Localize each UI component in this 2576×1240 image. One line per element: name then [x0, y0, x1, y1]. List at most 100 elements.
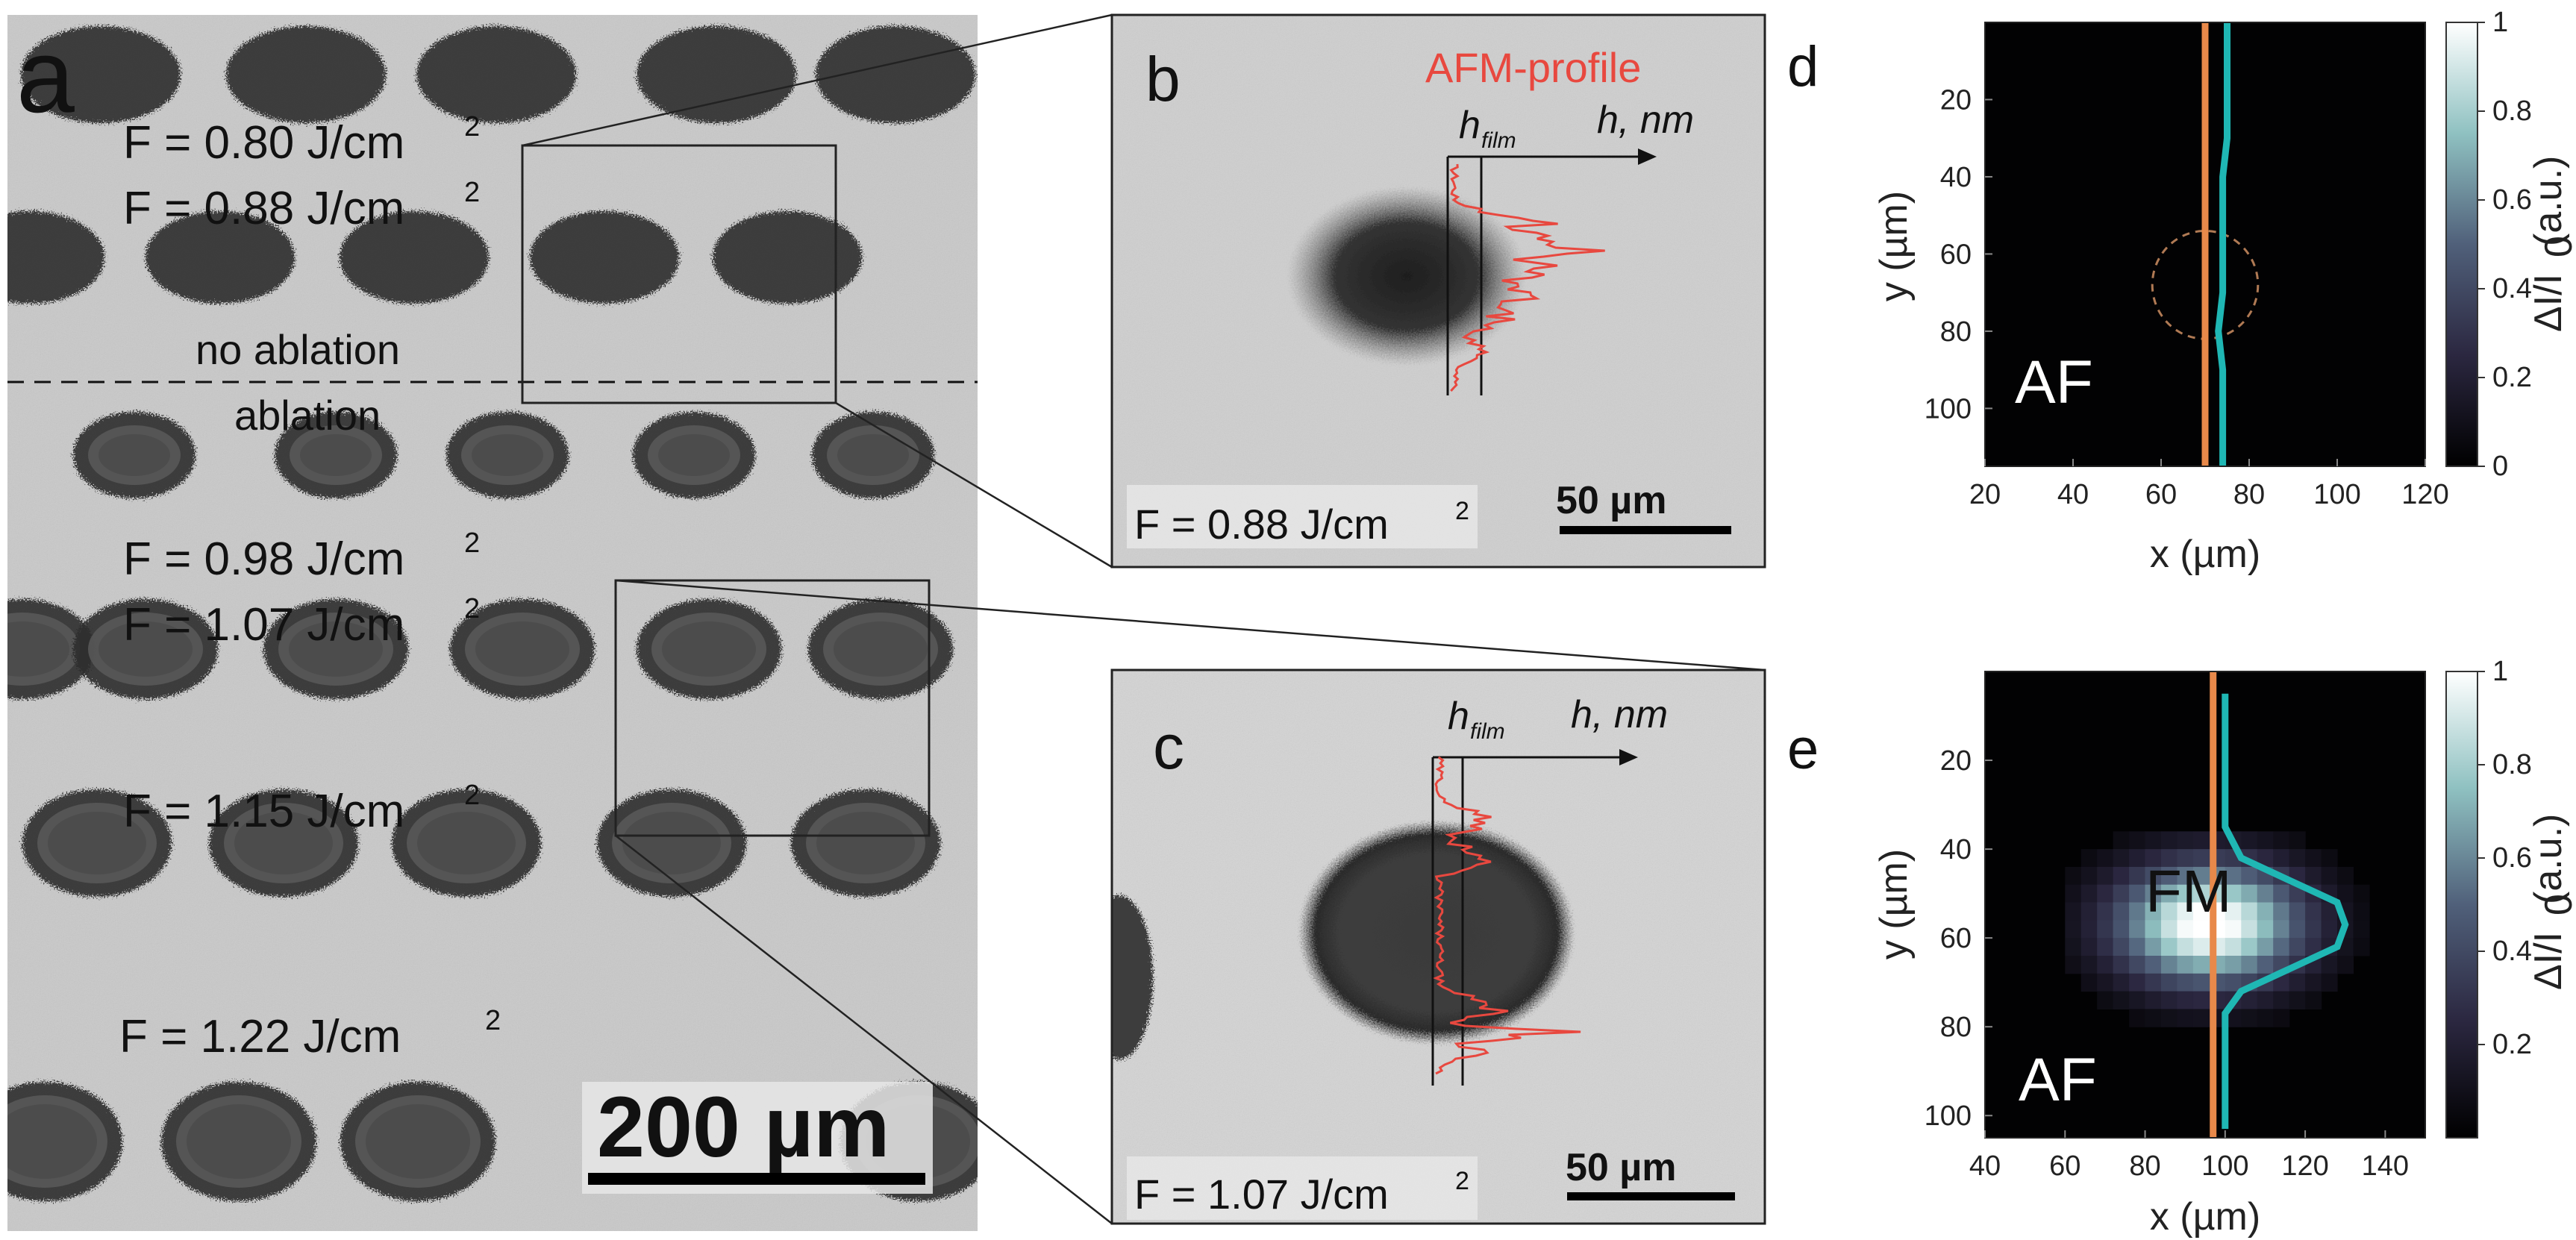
panel-e-ylabel: y (µm) [1872, 849, 1916, 959]
heatmap-cell [2273, 991, 2290, 1009]
heatmap-cell [2257, 956, 2274, 974]
heatmap-cell [2145, 973, 2162, 992]
panel-a-letter: a [16, 17, 75, 134]
panel-d-xlabel: x (µm) [2150, 533, 2260, 576]
ablation-spot [7, 599, 95, 699]
heatmap-cell [2145, 956, 2162, 974]
heatmap-cell [2161, 849, 2178, 868]
y-tick-label: 100 [1925, 1100, 1972, 1132]
fluence-label-5-text: F = 1.15 J/cm [123, 786, 404, 837]
heatmap-cell [2161, 973, 2178, 992]
heatmap-cell [2097, 849, 2114, 868]
x-tick-label: 60 [2145, 479, 2177, 510]
panel-e-cbar-label-sub: 0 [2537, 894, 2576, 915]
heatmap-cell [2273, 1009, 2290, 1027]
panel-c-axes [1431, 749, 1638, 1086]
heatmap-cell [2353, 884, 2370, 904]
heatmap-cell [2305, 938, 2322, 956]
x-tick-label: 20 [1969, 479, 2001, 510]
heatmap-cell [2161, 1009, 2178, 1027]
heatmap-cell [2065, 920, 2082, 939]
y-tick-label: 100 [1925, 393, 1972, 425]
heatmap-cell [2129, 938, 2146, 956]
heatmap-cell [2129, 884, 2146, 904]
fluence-label-4-text: F = 1.07 J/cm [123, 599, 404, 651]
heatmap-cell [2145, 902, 2162, 921]
colorbar-tick-label: 0.8 [2492, 749, 2532, 780]
heatmap-cell [2177, 849, 2194, 868]
x-tick-label: 100 [2201, 1150, 2248, 1182]
heatmap-cell [2241, 938, 2258, 956]
heatmap-cell [2225, 938, 2242, 956]
fluence-label-6: F = 1.22 J/cm 2 [119, 1005, 501, 1062]
fluence-label-5-exp: 2 [464, 780, 480, 811]
heatmap-cell [2145, 849, 2162, 868]
panel-d-colorbar [2445, 22, 2478, 467]
heatmap-cell [2225, 902, 2242, 921]
heatmap-cell [2113, 902, 2130, 921]
heatmap-cell [2192, 956, 2210, 974]
heatmap-cell [2161, 831, 2178, 850]
panel-c-fluence-backdrop [1127, 1156, 1478, 1220]
panel-e-heatmap: e FM AF 40 60 80 100 120 140 20 40 60 80 100 x (µ… [1787, 656, 2576, 1239]
heatmap-cell [2129, 849, 2146, 868]
panel-b-frame [1110, 13, 1766, 569]
heatmap-cell [2225, 866, 2242, 886]
heatmap-cell [2113, 866, 2130, 886]
ablation-spot [713, 211, 862, 304]
panel-e-fm-label: FM [2145, 858, 2232, 924]
heatmap-cell [2241, 991, 2258, 1009]
panel-c-hfilm: h [1448, 695, 1469, 738]
heatmap-cell [2113, 849, 2130, 868]
heatmap-cell [2192, 991, 2210, 1009]
ablation-spot [340, 211, 489, 304]
heatmap-cell [2177, 956, 2194, 974]
ablation-spot [7, 1082, 122, 1201]
heatmap-cell [2081, 849, 2098, 868]
heatmap-cell [2353, 920, 2370, 939]
heatmap-cell [2161, 956, 2178, 974]
ablation-label: ablation [234, 392, 381, 439]
panel-b-spot [1287, 187, 1526, 366]
panel-e-xlabel: x (µm) [2150, 1195, 2260, 1239]
heatmap-cell [2065, 902, 2082, 921]
heatmap-cell [2192, 973, 2210, 992]
heatmap-cell [2241, 831, 2258, 850]
y-tick-label: 60 [1940, 239, 1972, 270]
heatmap-cell [2192, 938, 2210, 956]
heatmap-cell [2289, 920, 2306, 939]
heatmap-cell [2192, 831, 2210, 850]
ablation-spot [637, 599, 781, 699]
heatmap-cell [2177, 1009, 2194, 1027]
heatmap-cell [2305, 902, 2322, 921]
fluence-label-4-exp: 2 [464, 593, 480, 624]
afm-profile-label: AFM-profile [1425, 44, 1641, 91]
ablation-spot [812, 412, 934, 498]
ablation-spot [597, 789, 746, 897]
panel-c-edge-crater [1112, 895, 1153, 1059]
heatmap-cell [2273, 831, 2290, 850]
heatmap-cell [2241, 866, 2258, 886]
ablation-spot [392, 789, 541, 897]
heatmap-cell [2097, 973, 2114, 992]
fluence-label-5: F = 1.15 J/cm 2 [123, 780, 480, 837]
heatmap-cell [2257, 831, 2274, 850]
colorbar-tick-label: 0.6 [2492, 184, 2532, 216]
heatmap-cell [2145, 920, 2162, 939]
y-tick-label: 80 [1940, 316, 1972, 348]
heatmap-cell [2177, 938, 2194, 956]
colorbar-tick-label: 0.4 [2492, 273, 2532, 304]
panel-d-letter: d [1787, 35, 1819, 98]
panel-c-fluence: F = 1.07 J/cm [1134, 1171, 1389, 1218]
ablation-spot [637, 26, 796, 123]
panel-b-h-axis: h, nm [1597, 98, 1694, 142]
heatmap-cell [2289, 938, 2306, 956]
heatmap-cell [2337, 866, 2354, 886]
fluence-label-2: F = 0.88 J/cm 2 [123, 177, 480, 234]
heatmap-cell [2273, 884, 2290, 904]
heatmap-cell [2192, 1009, 2210, 1027]
panel-e-y-ticks: 20 40 60 80 100 [1925, 745, 1992, 1132]
heatmap-cell [2305, 991, 2322, 1009]
heatmap-cell [2177, 902, 2194, 921]
colorbar-tick-label: 1 [2492, 656, 2508, 687]
